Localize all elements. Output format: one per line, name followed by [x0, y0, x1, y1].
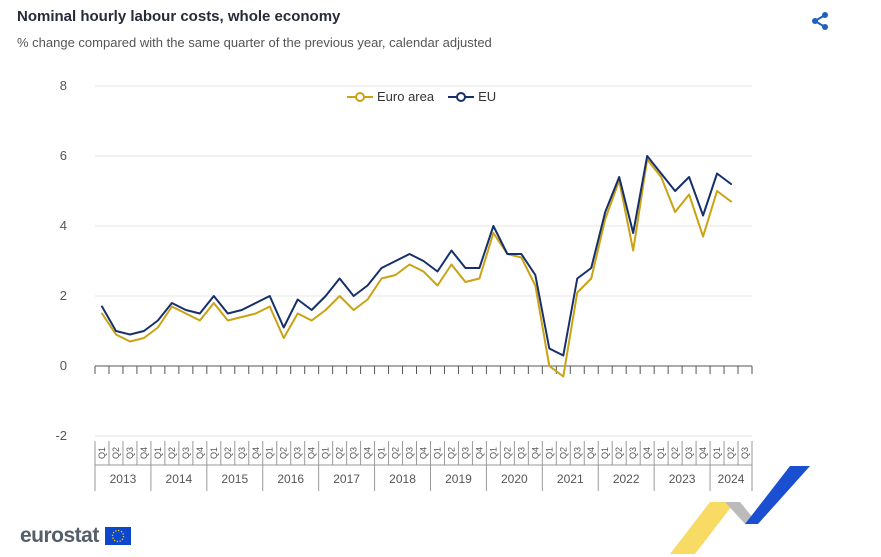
quarter-label: Q1 — [712, 447, 722, 459]
quarter-label: Q3 — [684, 447, 694, 459]
decorative-ribbon — [670, 466, 810, 554]
quarter-label: Q2 — [335, 447, 345, 459]
quarter-label: Q4 — [474, 447, 484, 459]
year-label: 2015 — [221, 472, 248, 486]
y-axis: 8 6 4 2 0 -2 — [55, 78, 67, 443]
legend-item-euro-area[interactable]: Euro area — [347, 89, 434, 104]
quarter-label: Q4 — [251, 447, 261, 459]
logo-text: eurostat — [20, 524, 99, 547]
quarter-label: Q1 — [656, 447, 666, 459]
quarter-label: Q2 — [279, 447, 289, 459]
eu-flag-icon — [104, 527, 131, 545]
chart-subtitle: % change compared with the same quarter … — [17, 35, 492, 50]
quarter-label: Q1 — [209, 447, 219, 459]
quarter-label: Q1 — [321, 447, 331, 459]
y-tick-label: 6 — [60, 148, 67, 163]
quarter-label: Q2 — [558, 447, 568, 459]
quarter-label: Q3 — [572, 447, 582, 459]
year-label: 2013 — [110, 472, 137, 486]
quarter-label: Q2 — [391, 447, 401, 459]
quarter-label: Q4 — [363, 447, 373, 459]
quarter-label: Q4 — [195, 447, 205, 459]
legend-euro-area-marker — [347, 91, 373, 102]
quarter-label: Q1 — [377, 447, 387, 459]
quarter-label: Q1 — [153, 447, 163, 459]
quarter-label: Q2 — [670, 447, 680, 459]
quarter-label: Q3 — [293, 447, 303, 459]
legend-eu-label: EU — [478, 89, 497, 104]
series-layer — [100, 155, 733, 378]
legend-item-eu[interactable]: EU — [448, 89, 496, 104]
quarter-label: Q1 — [432, 447, 442, 459]
quarter-label: Q2 — [223, 447, 233, 459]
y-tick-label: -2 — [55, 428, 67, 443]
quarter-label: Q4 — [586, 447, 596, 459]
quarter-label: Q3 — [405, 447, 415, 459]
quarter-label: Q4 — [419, 447, 429, 459]
legend-eu-marker — [448, 91, 475, 102]
quarter-label: Q3 — [237, 447, 247, 459]
series-line-euro-area[interactable] — [100, 158, 733, 378]
quarter-label: Q2 — [446, 447, 456, 459]
series-line-eu[interactable] — [100, 155, 733, 357]
chart-title: Nominal hourly labour costs, whole econo… — [17, 8, 341, 25]
quarter-label: Q2 — [614, 447, 624, 459]
year-label: 2022 — [613, 472, 640, 486]
quarter-label: Q2 — [167, 447, 177, 459]
quarter-label: Q1 — [544, 447, 554, 459]
year-label: 2019 — [445, 472, 472, 486]
quarter-label: Q3 — [125, 447, 135, 459]
quarter-label: Q4 — [307, 447, 317, 459]
quarter-label: Q3 — [181, 447, 191, 459]
share-icon[interactable] — [809, 10, 831, 32]
quarter-label: Q4 — [642, 447, 652, 459]
y-tick-label: 4 — [60, 218, 67, 233]
quarter-label: Q3 — [460, 447, 470, 459]
year-label: 2020 — [501, 472, 528, 486]
year-label: 2024 — [718, 472, 745, 486]
year-label: 2023 — [669, 472, 696, 486]
year-label: 2017 — [333, 472, 360, 486]
quarter-label: Q4 — [530, 447, 540, 459]
quarter-label: Q3 — [349, 447, 359, 459]
year-label: 2014 — [166, 472, 193, 486]
year-label: 2016 — [277, 472, 304, 486]
quarter-label: Q3 — [516, 447, 526, 459]
quarter-label: Q4 — [698, 447, 708, 459]
quarter-label: Q1 — [97, 447, 107, 459]
y-tick-label: 2 — [60, 288, 67, 303]
x-axis: Q1 Q2 Q3 Q4 Q1 Q2 Q3 Q4 Q1 Q2 Q3 Q4 Q1 Q2 Q3 Q4 Q1 Q2 Q3 Q4… — [94, 365, 753, 491]
legend-euro-area-label: Euro area — [377, 89, 435, 104]
quarter-label: Q1 — [488, 447, 498, 459]
quarter-label: Q1 — [600, 447, 610, 459]
quarter-label: Q4 — [139, 447, 149, 459]
quarter-label: Q3 — [628, 447, 638, 459]
quarter-label: Q3 — [740, 447, 750, 459]
year-label: 2018 — [389, 472, 416, 486]
quarter-label: Q2 — [502, 447, 512, 459]
quarter-label: Q2 — [726, 447, 736, 459]
quarter-label: Q2 — [111, 447, 121, 459]
year-label: 2021 — [557, 472, 584, 486]
y-tick-label: 0 — [60, 358, 67, 373]
eurostat-logo[interactable]: eurostat — [20, 524, 131, 548]
grid-layer — [95, 85, 752, 437]
y-tick-label: 8 — [60, 78, 67, 93]
legend: Euro area EU — [347, 89, 496, 104]
quarter-label: Q1 — [265, 447, 275, 459]
